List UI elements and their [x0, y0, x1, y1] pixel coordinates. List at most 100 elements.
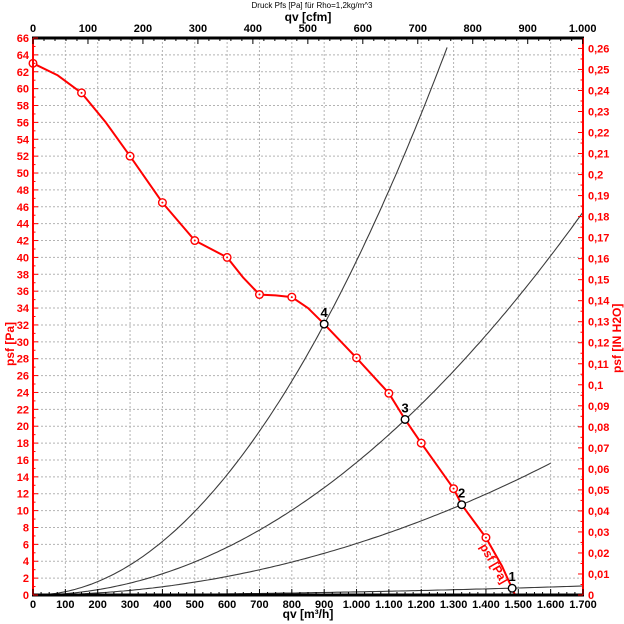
data-point-dot [161, 201, 164, 204]
left-axis-title: psf [Pa] [3, 321, 17, 366]
tick-label: 0,13 [588, 317, 609, 329]
tick-label: 40 [17, 252, 29, 264]
tick-label: 6 [23, 539, 29, 551]
tick-label: 100 [79, 23, 97, 35]
tick-label: 48 [17, 185, 29, 197]
tick-label: 100 [56, 599, 74, 611]
tick-label: 8 [23, 522, 29, 534]
right-axis-title: psf [IN H2O] [610, 303, 624, 373]
tick-label: 0,14 [588, 296, 610, 308]
tick-label: 0,04 [588, 506, 610, 518]
tick-label: 800 [283, 599, 301, 611]
tick-label: 44 [17, 219, 30, 231]
tick-label: 34 [17, 303, 30, 315]
tick-label: 400 [244, 23, 262, 35]
data-point-dot [226, 256, 229, 259]
chart-title: Druck Pfs [Pa] für Rho=1,2kg/m^3 [251, 1, 373, 10]
tick-label: 46 [17, 202, 29, 214]
tick-label: 0,11 [588, 359, 609, 371]
operating-point-2 [457, 500, 467, 510]
tick-label: 38 [17, 269, 29, 281]
axis-ticks: 0 100 200 300 400 500 600 700 800 900 1.000 1.100 1.… [17, 23, 611, 611]
gridlines [33, 38, 583, 595]
tick-label: 0,15 [588, 275, 609, 287]
tick-label: 0,22 [588, 128, 609, 140]
tick-label: 800 [464, 23, 482, 35]
tick-label: 50 [17, 168, 29, 180]
tick-label: 1.400 [472, 599, 500, 611]
tick-label: 64 [17, 50, 30, 62]
tick-label: 14 [17, 472, 30, 484]
tick-label: 0,19 [588, 191, 609, 203]
system-curve-4 [33, 47, 448, 596]
data-point-dot [80, 91, 83, 94]
operating-point-label-3: 3 [401, 400, 408, 415]
tick-label: 0,01 [588, 569, 609, 581]
tick-label: 900 [315, 599, 333, 611]
data-point-dot [484, 536, 487, 539]
tick-label: 0 [30, 599, 36, 611]
fan-curve-line [32, 62, 517, 596]
tick-label: 700 [250, 599, 268, 611]
tick-label: 0,1 [588, 380, 603, 392]
tick-label: 20 [17, 421, 29, 433]
axis-lines [32, 36, 584, 597]
tick-label: 0,25 [588, 64, 609, 76]
tick-label: 10 [17, 506, 29, 518]
tick-label: 28 [17, 354, 29, 366]
tick-label: 36 [17, 286, 29, 298]
tick-label: 0,06 [588, 464, 609, 476]
tick-label: 0,21 [588, 149, 609, 161]
tick-label: 0,09 [588, 401, 609, 413]
data-point-dot [355, 356, 358, 359]
tick-label: 42 [17, 236, 29, 248]
tick-label: 56 [17, 117, 29, 129]
tick-label: 0,23 [588, 107, 609, 119]
tick-label: 0 [30, 23, 36, 35]
operating-point-label-4: 4 [321, 305, 329, 320]
tick-label: 62 [17, 67, 29, 79]
operating-point-3 [400, 414, 410, 424]
fan-curve [32, 62, 517, 596]
tick-label: 1.000 [343, 599, 371, 611]
tick-label: 600 [354, 23, 372, 35]
data-point-dot [387, 392, 390, 395]
tick-label: 26 [17, 371, 29, 383]
data-point-dot [193, 239, 196, 242]
tick-label: 60 [17, 84, 29, 96]
tick-label: 58 [17, 101, 29, 113]
bottom-axis-title: qv [m³/h] [282, 607, 334, 621]
tick-label: 1.300 [440, 599, 468, 611]
tick-label: 0,07 [588, 443, 609, 455]
tick-label: 1.200 [407, 599, 435, 611]
tick-label: 700 [409, 23, 427, 35]
tick-label: 0,17 [588, 233, 609, 245]
tick-label: 0,24 [588, 85, 610, 97]
top-axis-title: qv [cfm] [284, 10, 332, 24]
operating-point-4 [319, 319, 329, 329]
tick-label: 0,16 [588, 254, 609, 266]
operating-points: 4 3 2 1 [319, 305, 517, 593]
system-curves [33, 47, 584, 596]
tick-label: 24 [17, 387, 30, 399]
tick-label: 0,18 [588, 212, 609, 224]
tick-label: 0 [588, 590, 594, 602]
tick-label: 1.600 [537, 599, 565, 611]
tick-label: 1.500 [505, 599, 533, 611]
tick-label: 22 [17, 404, 29, 416]
tick-label: 500 [186, 599, 204, 611]
tick-label: 500 [299, 23, 317, 35]
data-point-dot [129, 155, 132, 158]
tick-label: 300 [189, 23, 207, 35]
tick-label: 18 [17, 438, 29, 450]
operating-point-1 [507, 583, 517, 593]
tick-label: 600 [218, 599, 236, 611]
tick-label: 1.700 [569, 599, 597, 611]
tick-label: 0,08 [588, 422, 609, 434]
data-point-dot [452, 487, 455, 490]
tick-label: 300 [121, 599, 139, 611]
operating-point-label-1: 1 [509, 569, 516, 584]
data-point-dot [290, 296, 293, 299]
